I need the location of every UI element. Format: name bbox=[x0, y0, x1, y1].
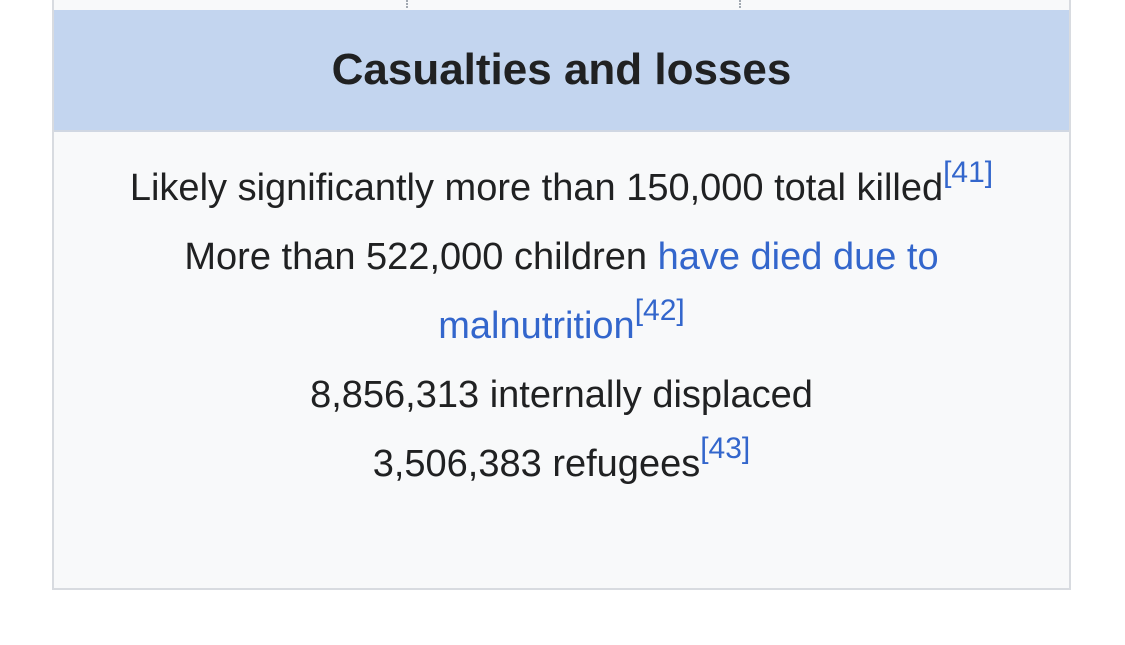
casualties-children-line: More than 522,000 children have died due… bbox=[114, 223, 1009, 361]
malnutrition-link[interactable]: have died due to malnutrition bbox=[438, 236, 939, 347]
infobox: Casualties and losses Likely significant… bbox=[52, 0, 1071, 590]
killed-text: Likely significantly more than 150,000 t… bbox=[129, 167, 944, 209]
section-title: Casualties and losses bbox=[331, 45, 792, 94]
citation-43[interactable]: [43] bbox=[700, 432, 751, 466]
children-text: More than 522,000 children bbox=[184, 236, 658, 278]
casualties-refugees-line: 3,506,383 refugees[43] bbox=[114, 430, 1009, 499]
casualties-content: Likely significantly more than 150,000 t… bbox=[114, 154, 1009, 499]
casualties-killed-line: Likely significantly more than 150,000 t… bbox=[114, 154, 1009, 223]
section-header: Casualties and losses bbox=[54, 10, 1069, 132]
casualties-displaced-line: 8,856,313 internally displaced bbox=[114, 361, 1009, 430]
divider-tick bbox=[739, 0, 743, 8]
citation-41[interactable]: [41] bbox=[943, 156, 994, 190]
displaced-text: 8,856,313 internally displaced bbox=[310, 374, 813, 416]
refugees-text: 3,506,383 refugees bbox=[372, 443, 701, 485]
citation-42[interactable]: [42] bbox=[634, 294, 685, 328]
divider-tick bbox=[406, 0, 410, 8]
